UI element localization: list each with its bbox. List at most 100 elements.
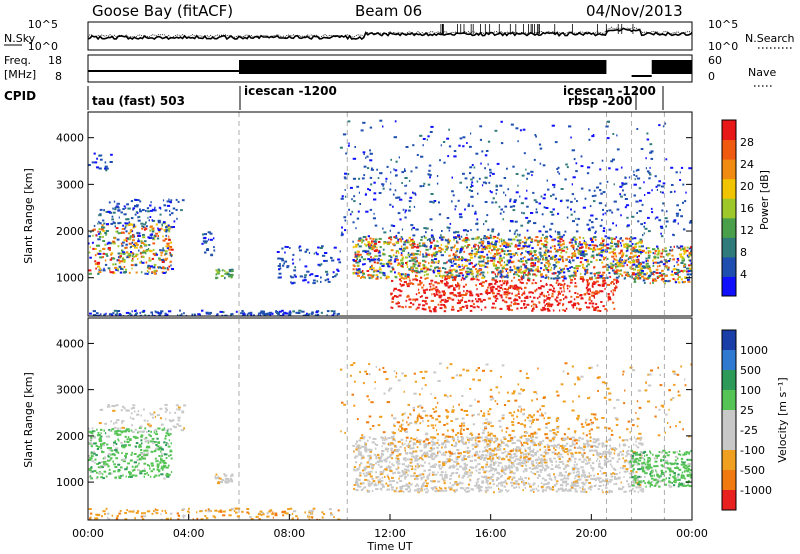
- data-cell: [512, 165, 515, 168]
- nsearch-label: N.Search: [745, 32, 795, 45]
- data-cell: [615, 224, 617, 227]
- data-cell: [423, 267, 426, 270]
- data-cell: [593, 272, 597, 275]
- data-cell: [618, 458, 621, 460]
- data-cell: [93, 442, 97, 445]
- data-cell: [591, 291, 595, 294]
- data-cell: [567, 301, 572, 304]
- data-cell: [430, 279, 434, 282]
- data-cell: [571, 443, 573, 446]
- data-cell: [535, 282, 538, 285]
- data-cell: [469, 305, 473, 308]
- data-cell: [689, 273, 692, 276]
- data-cell: [458, 265, 461, 268]
- data-cell: [415, 308, 418, 311]
- data-cell: [166, 517, 169, 520]
- data-cell: [144, 314, 147, 316]
- data-cell: [133, 243, 135, 246]
- data-cell: [507, 274, 510, 277]
- data-cell: [110, 453, 112, 456]
- data-cell: [523, 152, 526, 155]
- data-cell: [419, 283, 422, 286]
- data-cell: [540, 243, 544, 246]
- data-cell: [631, 276, 633, 279]
- data-cell: [563, 267, 565, 270]
- data-cell: [689, 220, 692, 222]
- data-cell: [434, 258, 438, 261]
- data-cell: [676, 245, 679, 248]
- data-cell: [123, 227, 126, 230]
- data-cell: [431, 293, 433, 296]
- data-cell: [544, 469, 547, 472]
- data-cell: [88, 469, 92, 472]
- data-cell: [430, 253, 434, 256]
- data-cell: [550, 257, 554, 260]
- data-cell: [530, 239, 533, 242]
- data-cell: [123, 260, 126, 263]
- data-cell: [412, 240, 415, 243]
- data-cell: [433, 246, 437, 249]
- data-cell: [570, 274, 574, 277]
- data-cell: [563, 241, 565, 244]
- data-cell: [390, 171, 392, 174]
- data-cell: [437, 439, 439, 442]
- data-cell: [129, 459, 133, 462]
- data-cell: [364, 263, 366, 265]
- data-cell: [493, 259, 496, 262]
- data-cell: [415, 274, 417, 277]
- data-cell: [135, 211, 138, 214]
- data-cell: [340, 234, 343, 237]
- data-cell: [646, 132, 649, 135]
- data-cell: [397, 240, 400, 243]
- data-cell: [116, 202, 120, 205]
- data-cell: [484, 306, 487, 309]
- data-cell: [415, 279, 419, 282]
- data-cell: [520, 300, 523, 303]
- data-cell: [392, 225, 396, 227]
- data-cell: [650, 157, 654, 160]
- data-cell: [647, 216, 650, 219]
- data-cell: [393, 260, 397, 263]
- data-cell: [539, 293, 543, 296]
- data-cell: [386, 165, 389, 168]
- data-cell: [457, 275, 461, 277]
- data-cell: [114, 266, 118, 269]
- data-cell: [98, 422, 102, 425]
- data-cell: [411, 270, 415, 273]
- data-cell: [90, 452, 92, 455]
- data-cell: [98, 252, 102, 255]
- data-cell: [619, 185, 623, 188]
- data-cell: [572, 276, 575, 278]
- data-cell: [503, 210, 505, 213]
- data-cell: [171, 212, 174, 215]
- data-cell: [620, 237, 622, 239]
- data-cell: [678, 209, 681, 211]
- data-cell: [352, 240, 354, 243]
- data-cell: [552, 208, 555, 211]
- data-cell: [177, 408, 181, 411]
- data-cell: [617, 240, 620, 243]
- data-cell: [449, 260, 452, 263]
- data-cell: [409, 196, 413, 199]
- data-cell: [228, 509, 232, 512]
- data-cell: [470, 439, 473, 441]
- data-cell: [484, 290, 488, 293]
- data-cell: [527, 268, 530, 271]
- data-cell: [117, 252, 121, 255]
- data-cell: [460, 293, 464, 296]
- data-cell: [652, 278, 656, 281]
- data-cell: [119, 271, 123, 274]
- data-cell: [124, 455, 127, 458]
- data-cell: [447, 226, 451, 229]
- data-cell: [475, 298, 477, 300]
- data-cell: [413, 205, 416, 208]
- data-cell: [613, 242, 618, 245]
- data-cell: [634, 254, 637, 257]
- data-cell: [500, 275, 504, 278]
- data-cell: [405, 484, 408, 487]
- data-cell: [360, 238, 364, 241]
- data-cell: [495, 264, 497, 267]
- data-cell: [480, 255, 484, 258]
- data-cell: [574, 277, 576, 280]
- data-cell: [120, 211, 123, 214]
